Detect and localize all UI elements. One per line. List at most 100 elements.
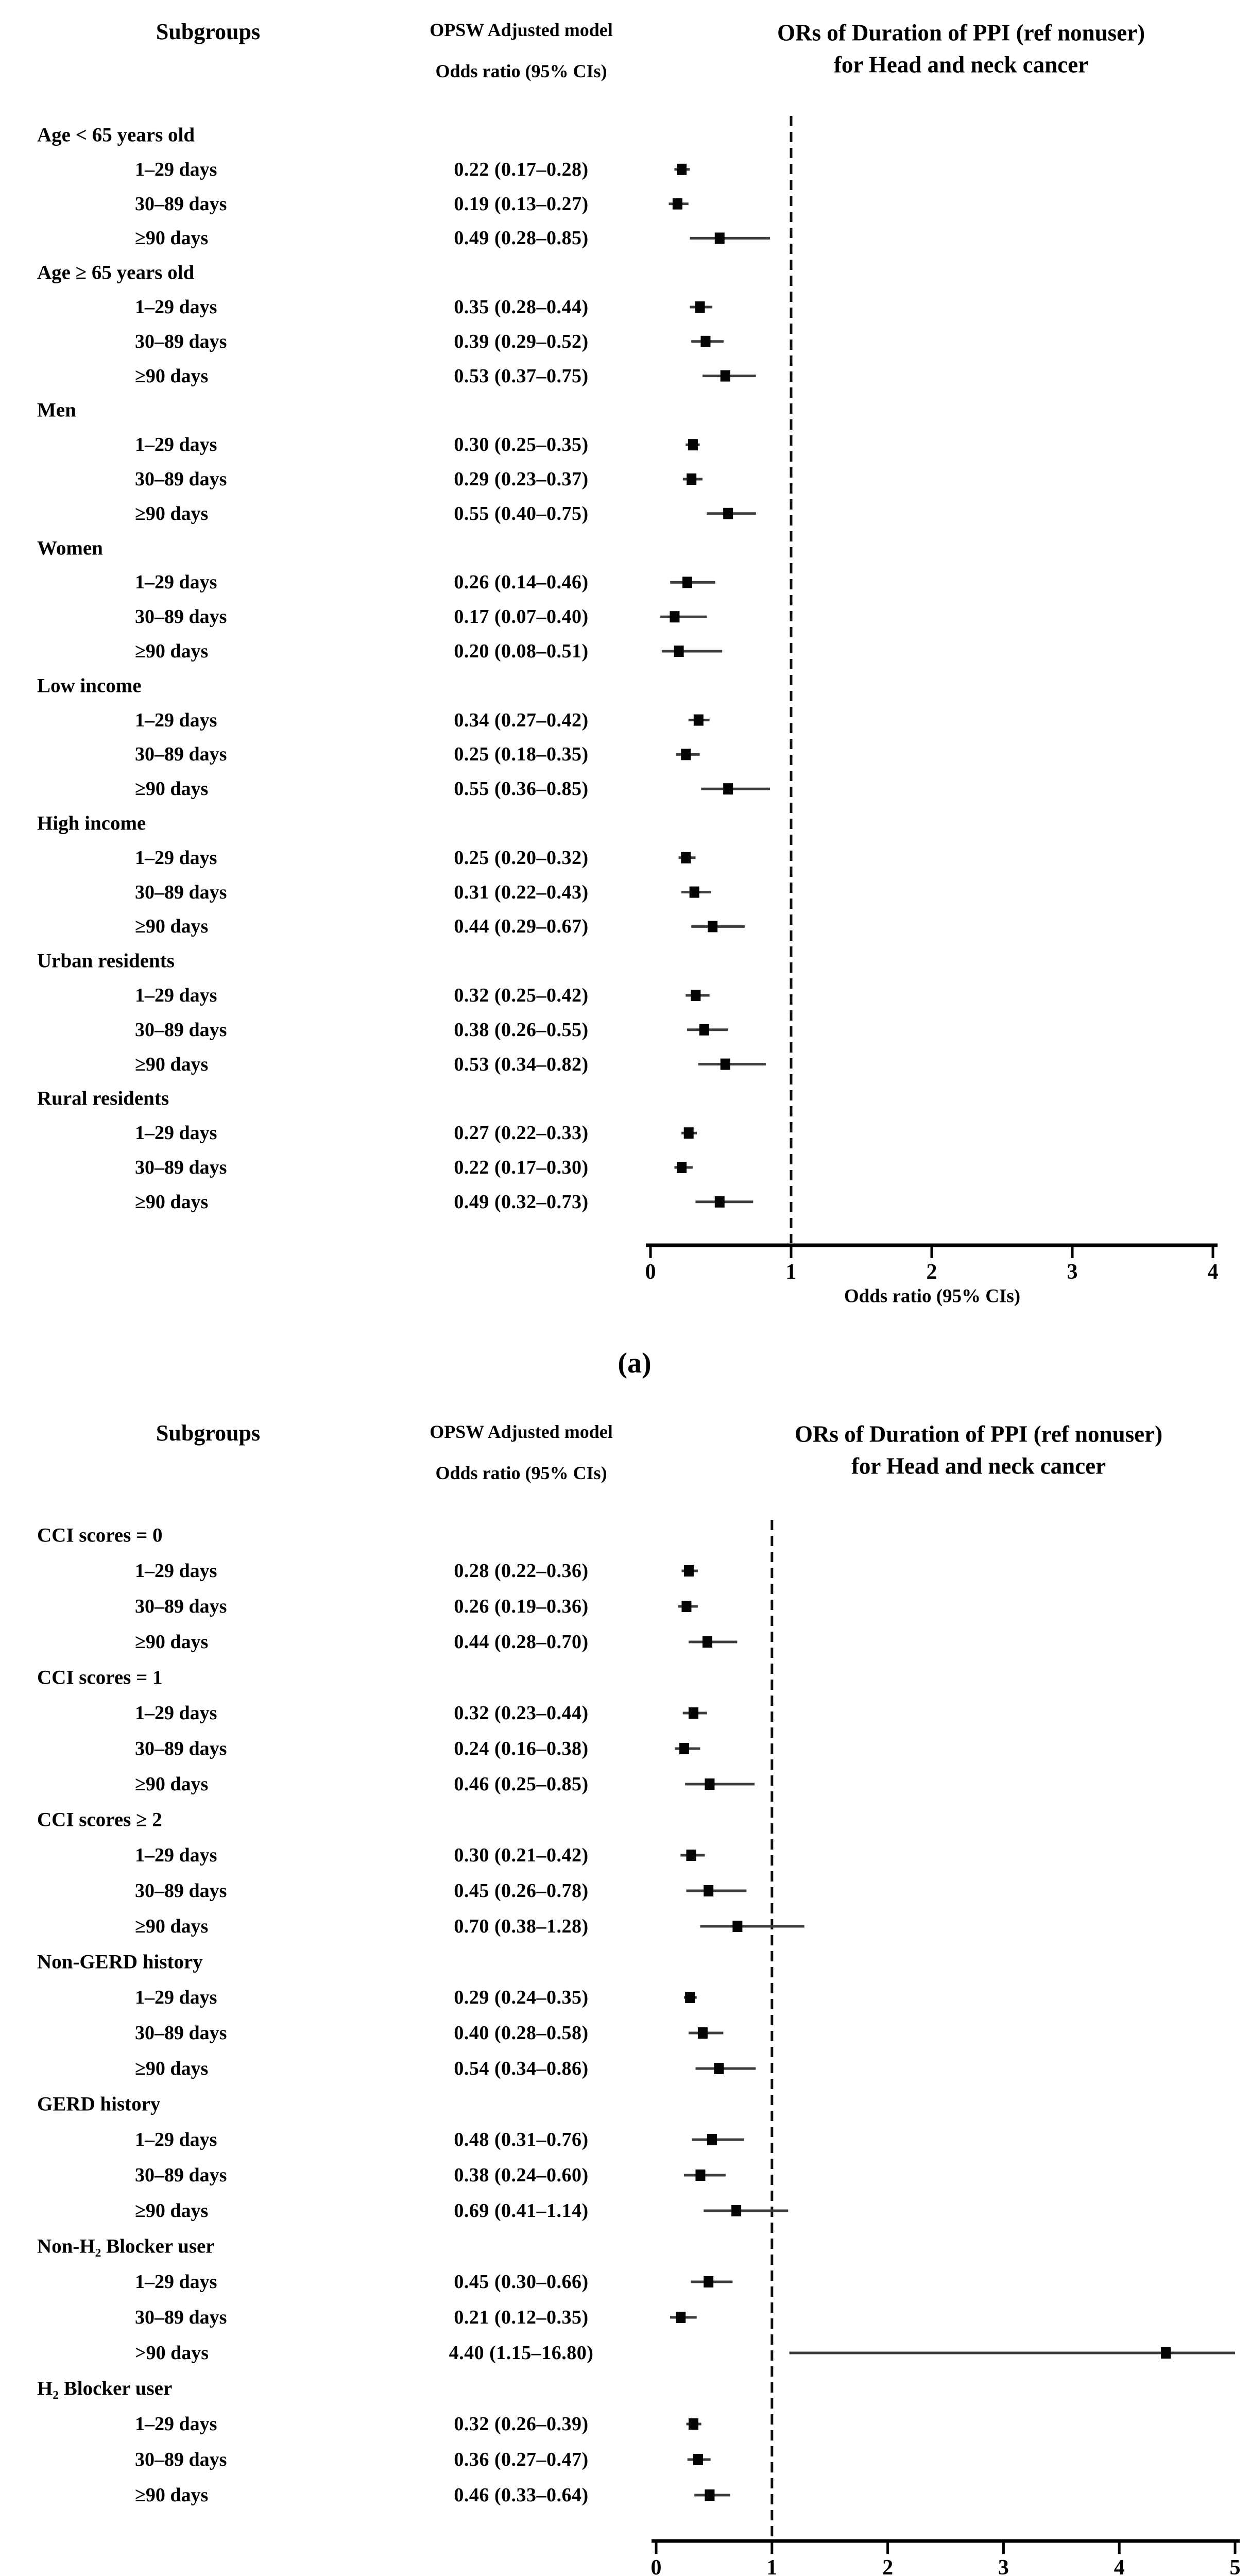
x-tick-label: 5 (1229, 2556, 1241, 2576)
group-label: Men (37, 399, 76, 421)
or-marker-square (689, 886, 699, 898)
or-value: 0.29 (0.24–0.35) (454, 1987, 589, 2008)
or-value: 0.39 (0.29–0.52) (454, 330, 589, 352)
or-marker-square (705, 1778, 715, 1790)
model-header-line2: Odds ratio (95% CIs) (435, 61, 607, 81)
or-marker-square (714, 232, 725, 244)
row-label: 30–89 days (135, 2022, 227, 2044)
or-marker-square (679, 1743, 689, 1754)
plot-title-line1: ORs of Duration of PPI (ref nonuser) (777, 20, 1145, 46)
row-label: 1–29 days (135, 709, 217, 731)
or-value: 0.24 (0.16–0.38) (454, 1738, 589, 1759)
row-label: 30–89 days (135, 606, 227, 628)
or-value: 0.25 (0.20–0.32) (454, 846, 589, 869)
or-marker-square (685, 1992, 695, 2003)
or-value: 0.32 (0.23–0.44) (454, 1702, 589, 1724)
row-label: 30–89 days (135, 1596, 227, 1617)
or-value: 0.46 (0.25–0.85) (454, 1773, 589, 1795)
or-marker-square (683, 1565, 694, 1577)
or-marker-square (695, 2170, 706, 2181)
or-marker-square (674, 646, 684, 657)
or-marker-square (723, 783, 733, 795)
or-marker-square (732, 1921, 743, 1932)
group-label: CCI scores = 0 (37, 1524, 163, 1547)
or-value: 0.38 (0.26–0.55) (454, 1019, 589, 1041)
group-label: Age < 65 years old (37, 124, 195, 146)
row-label: 1–29 days (135, 1987, 217, 2008)
x-tick-label: 1 (785, 1260, 797, 1284)
or-value: 0.29 (0.23–0.37) (454, 468, 589, 490)
row-label: 1–29 days (135, 1560, 217, 1582)
or-value: 0.19 (0.13–0.27) (454, 193, 589, 215)
row-label: ≥90 days (135, 1053, 209, 1075)
row-label: 30–89 days (135, 330, 227, 352)
group-label: GERD history (37, 2093, 161, 2115)
row-label: ≥90 days (135, 1773, 209, 1795)
group-label: Urban residents (37, 950, 175, 972)
or-marker-square (723, 507, 733, 519)
group-label: Low income (37, 674, 142, 697)
plot-title-line2: for Head and neck cancer (851, 1453, 1106, 1479)
or-marker-square (714, 2063, 724, 2074)
row-label: ≥90 days (135, 227, 209, 249)
or-marker-square (676, 2312, 686, 2323)
group-label: H₂ Blocker user (37, 2377, 173, 2400)
or-value: 0.28 (0.22–0.36) (454, 1560, 589, 1582)
x-tick-label: 3 (998, 2556, 1009, 2576)
row-label: ≥90 days (135, 2484, 209, 2506)
row-label: ≥90 days (135, 916, 209, 938)
row-label: 30–89 days (135, 743, 227, 766)
x-tick-label: 4 (1207, 1260, 1219, 1284)
or-marker-square (693, 2454, 703, 2465)
or-marker-square (731, 2205, 742, 2216)
or-marker-square (707, 2134, 717, 2145)
or-marker-square (720, 1058, 730, 1070)
x-tick-label: 0 (645, 1260, 656, 1284)
row-label: 30–89 days (135, 2449, 227, 2470)
subgroups-header: Subgroups (156, 1420, 261, 1446)
group-label: CCI scores ≥ 2 (37, 1808, 162, 1831)
row-label: 30–89 days (135, 1738, 227, 1759)
or-value: 0.26 (0.14–0.46) (454, 571, 589, 594)
row-label: 30–89 days (135, 2307, 227, 2328)
or-marker-square (688, 1707, 698, 1719)
group-label: Women (37, 537, 103, 560)
row-label: 30–89 days (135, 1157, 227, 1178)
row-label: 30–89 days (135, 1880, 227, 1902)
row-label: 1–29 days (135, 2413, 217, 2435)
row-label: >90 days (135, 2342, 209, 2364)
or-marker-square (687, 473, 697, 485)
group-label: Non-GERD history (37, 1951, 203, 1973)
or-value: 0.69 (0.41–1.14) (454, 2200, 589, 2222)
or-marker-square (705, 2489, 715, 2501)
row-label: 1–29 days (135, 158, 217, 180)
subgroups-header: Subgroups (156, 19, 261, 44)
group-label: CCI scores = 1 (37, 1666, 163, 1689)
or-value: 0.32 (0.26–0.39) (454, 2413, 589, 2435)
or-value: 0.54 (0.34–0.86) (454, 2058, 589, 2079)
or-value: 0.32 (0.25–0.42) (454, 985, 589, 1006)
x-axis-label: Odds ratio (95% CIs) (844, 1285, 1021, 1307)
row-label: ≥90 days (135, 1916, 209, 1937)
plot-title-line1: ORs of Duration of PPI (ref nonuser) (794, 1421, 1163, 1447)
or-marker-square (704, 2276, 714, 2287)
row-label: 1–29 days (135, 434, 217, 456)
or-value: 4.40 (1.15–16.80) (449, 2342, 594, 2364)
model-header-line1: OPSW Adjusted model (430, 20, 613, 40)
row-label: ≥90 days (135, 1191, 209, 1213)
or-marker-square (1161, 2347, 1171, 2359)
row-label: 1–29 days (135, 1844, 217, 1866)
or-marker-square (714, 1196, 725, 1208)
or-marker-square (688, 2418, 698, 2430)
or-value: 0.30 (0.21–0.42) (454, 1844, 589, 1866)
row-label: 1–29 days (135, 571, 217, 594)
row-label: ≥90 days (135, 640, 209, 662)
or-value: 0.36 (0.27–0.47) (454, 2449, 589, 2470)
row-label: 1–29 days (135, 296, 217, 318)
or-value: 0.40 (0.28–0.58) (454, 2022, 589, 2044)
or-value: 0.44 (0.29–0.67) (454, 916, 589, 938)
row-label: 30–89 days (135, 193, 227, 215)
or-marker-square (691, 990, 701, 1001)
or-marker-square (693, 714, 704, 726)
row-label: ≥90 days (135, 778, 209, 800)
